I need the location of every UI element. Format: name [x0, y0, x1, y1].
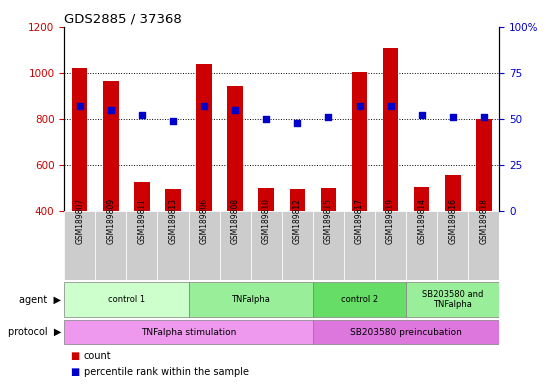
- Text: GSM189806: GSM189806: [200, 198, 209, 244]
- Text: control 1: control 1: [108, 295, 145, 304]
- Bar: [352, 72, 367, 211]
- Bar: [414, 187, 430, 211]
- Bar: [196, 64, 212, 211]
- Bar: [189, 211, 220, 280]
- Text: GSM189814: GSM189814: [417, 199, 426, 244]
- Bar: [344, 211, 375, 280]
- Bar: [103, 81, 119, 211]
- Bar: [468, 211, 499, 280]
- Bar: [64, 282, 189, 317]
- Bar: [445, 175, 460, 211]
- Bar: [313, 211, 344, 280]
- Text: GSM189816: GSM189816: [448, 199, 457, 244]
- Text: SB203580 and
TNFalpha: SB203580 and TNFalpha: [422, 290, 483, 309]
- Bar: [375, 211, 406, 280]
- Text: GSM189808: GSM189808: [230, 199, 239, 244]
- Point: [293, 120, 302, 126]
- Text: GSM189810: GSM189810: [262, 199, 271, 244]
- Text: agent  ▶: agent ▶: [20, 295, 61, 305]
- Text: count: count: [84, 351, 112, 361]
- Text: protocol  ▶: protocol ▶: [8, 327, 61, 337]
- Bar: [228, 86, 243, 211]
- Point: [324, 114, 333, 120]
- Text: GDS2885 / 37368: GDS2885 / 37368: [64, 13, 182, 26]
- Bar: [157, 211, 189, 280]
- Text: GSM189818: GSM189818: [479, 199, 488, 244]
- Bar: [165, 189, 181, 211]
- Text: percentile rank within the sample: percentile rank within the sample: [84, 367, 249, 377]
- Point: [169, 118, 177, 124]
- Bar: [313, 282, 406, 317]
- Bar: [220, 211, 251, 280]
- Text: SB203580 preincubation: SB203580 preincubation: [350, 328, 462, 337]
- Point: [200, 103, 209, 109]
- Bar: [72, 68, 88, 211]
- Bar: [437, 211, 468, 280]
- Text: GSM189819: GSM189819: [386, 199, 395, 244]
- Text: GSM189807: GSM189807: [75, 198, 84, 244]
- Bar: [313, 320, 499, 344]
- Text: GSM189812: GSM189812: [293, 199, 302, 244]
- Text: GSM189809: GSM189809: [107, 198, 116, 244]
- Point: [479, 114, 488, 120]
- Bar: [282, 211, 313, 280]
- Point: [417, 112, 426, 118]
- Text: ■: ■: [70, 351, 79, 361]
- Text: TNFalpha stimulation: TNFalpha stimulation: [141, 328, 236, 337]
- Text: control 2: control 2: [341, 295, 378, 304]
- Bar: [95, 211, 126, 280]
- Text: ■: ■: [70, 367, 79, 377]
- Bar: [258, 188, 274, 211]
- Bar: [189, 282, 313, 317]
- Point: [137, 112, 146, 118]
- Point: [107, 107, 116, 113]
- Bar: [64, 211, 95, 280]
- Bar: [383, 48, 398, 211]
- Point: [386, 103, 395, 109]
- Point: [262, 116, 271, 122]
- Bar: [251, 211, 282, 280]
- Bar: [476, 119, 492, 211]
- Bar: [406, 211, 437, 280]
- Point: [355, 103, 364, 109]
- Point: [448, 114, 457, 120]
- Text: GSM189815: GSM189815: [324, 199, 333, 244]
- Point: [230, 107, 239, 113]
- Bar: [126, 211, 157, 280]
- Text: GSM189813: GSM189813: [169, 199, 177, 244]
- Bar: [406, 282, 499, 317]
- Point: [75, 103, 84, 109]
- Bar: [64, 320, 313, 344]
- Text: GSM189817: GSM189817: [355, 199, 364, 244]
- Bar: [321, 188, 336, 211]
- Bar: [290, 189, 305, 211]
- Text: GSM189811: GSM189811: [137, 199, 146, 244]
- Text: TNFalpha: TNFalpha: [231, 295, 270, 304]
- Bar: [134, 182, 150, 211]
